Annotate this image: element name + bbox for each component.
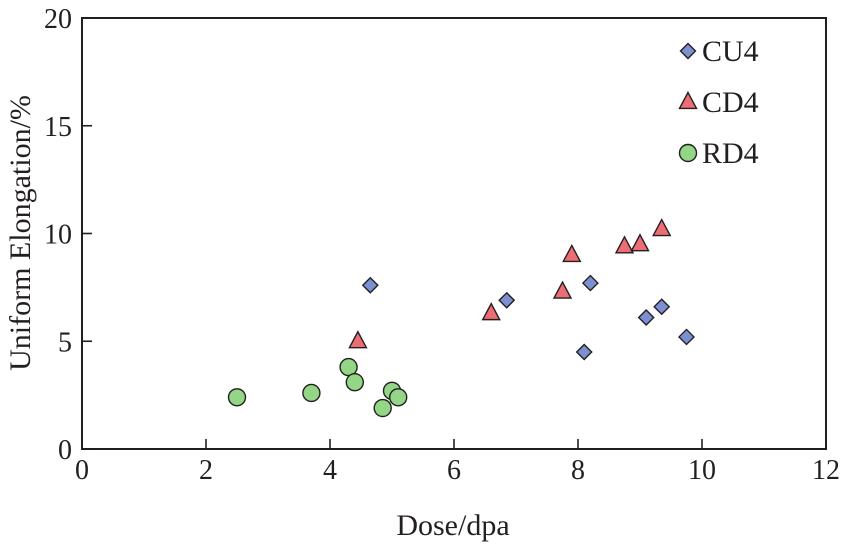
cd4-point <box>630 233 650 252</box>
y-tick-label: 5 <box>58 327 72 358</box>
legend-cd4-label: CD4 <box>702 86 759 119</box>
y-tick-label: 15 <box>44 112 72 143</box>
x-tick-label: 2 <box>199 455 213 486</box>
rd4-point <box>302 383 321 403</box>
legend-cd4-marker <box>678 90 698 110</box>
legend-rd4-label: RD4 <box>702 137 759 170</box>
cd4-point <box>348 330 368 349</box>
x-tick-label: 12 <box>812 455 840 486</box>
cd4-point <box>652 218 672 237</box>
x-tick-label: 10 <box>688 455 716 486</box>
y-tick-label: 10 <box>44 220 72 251</box>
x-tick-label: 0 <box>75 455 89 486</box>
y-tick-label: 20 <box>44 4 72 35</box>
x-tick-label: 8 <box>571 455 585 486</box>
legend-cu4-marker <box>679 42 697 60</box>
cd4-point <box>481 302 501 321</box>
cd4-point <box>614 235 635 254</box>
y-axis-title: Uniform Elongation/% <box>4 95 37 371</box>
rd4-point <box>227 388 247 407</box>
legend-rd4-marker <box>678 143 698 163</box>
cu4-point <box>637 309 655 327</box>
rd4-point <box>345 372 364 392</box>
cu4-point <box>498 291 516 309</box>
legend: CU4 CD4 RD4 <box>678 35 759 170</box>
cu4-point <box>678 328 695 346</box>
cu4-point <box>581 274 599 292</box>
x-tick-label: 6 <box>447 455 461 486</box>
axes: 0 2 4 6 8 10 12 0 5 10 15 20 <box>44 4 840 486</box>
plot-frame <box>81 17 827 450</box>
cu4-point <box>575 343 593 361</box>
x-axis-title: Dose/dpa <box>396 509 509 542</box>
cu4-point <box>653 298 671 316</box>
data-points <box>227 218 695 418</box>
rd4-point <box>389 388 408 407</box>
cu4-point <box>361 276 379 294</box>
cd4-point <box>552 280 573 299</box>
y-tick-label: 0 <box>58 435 72 466</box>
rd4-point <box>373 398 392 418</box>
legend-cu4-label: CU4 <box>702 35 759 68</box>
x-tick-label: 4 <box>323 455 337 486</box>
cd4-point <box>562 243 582 263</box>
